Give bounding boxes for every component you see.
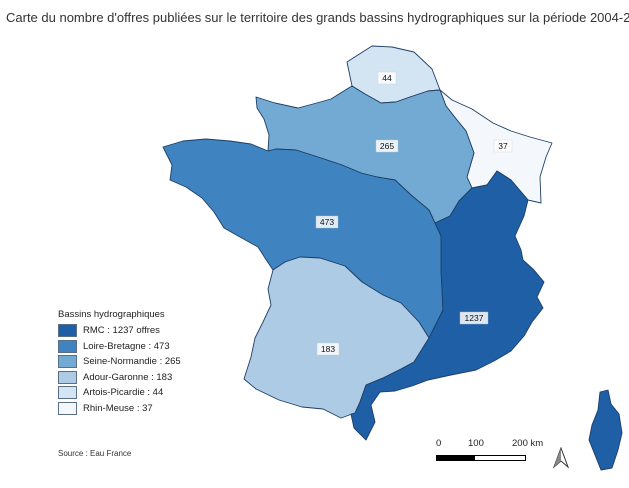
value-label-adour-garonne: 183 [316, 342, 340, 356]
scale-label-0: 0 [436, 438, 442, 449]
scale-segment-black [436, 455, 474, 461]
legend-item: RMC : 1237 offres [58, 323, 181, 339]
value-label-artois-picardie: 44 [377, 71, 397, 85]
north-arrow-icon [553, 447, 569, 469]
legend-label: Artois-Picardie : 44 [83, 387, 164, 399]
scale-bar: 0 100 200 km [436, 438, 556, 468]
basin-rmc [350, 170, 545, 441]
legend-item: Seine-Normandie : 265 [58, 354, 181, 370]
legend-swatch [58, 355, 77, 369]
svg-text:44: 44 [382, 73, 392, 83]
scale-label-200: 200 km [512, 438, 544, 449]
legend-item: Artois-Picardie : 44 [58, 385, 181, 401]
value-label-loire-bretagne: 473 [315, 215, 339, 229]
source-note: Source : Eau France [58, 449, 132, 458]
value-label-rmc: 1237 [459, 311, 489, 325]
legend-item: Loire-Bretagne : 473 [58, 339, 181, 355]
legend-swatch [58, 370, 77, 384]
legend: Bassins hydrographiques RMC : 1237 offre… [58, 309, 181, 416]
value-label-rhin-meuse: 37 [493, 139, 513, 153]
svg-text:265: 265 [380, 141, 394, 151]
map-title: Carte du nombre d'offres publiées sur le… [6, 10, 629, 25]
svg-text:37: 37 [498, 141, 508, 151]
legend-swatch [58, 339, 77, 353]
scale-segment-white [474, 455, 526, 461]
svg-text:1237: 1237 [465, 313, 484, 323]
legend-swatch [58, 401, 77, 415]
legend-label: Seine-Normandie : 265 [83, 356, 181, 368]
legend-item: Adour-Garonne : 183 [58, 370, 181, 386]
corsica-island [588, 389, 623, 471]
legend-label: Adour-Garonne : 183 [83, 371, 173, 383]
svg-text:473: 473 [320, 217, 334, 227]
svg-text:183: 183 [321, 344, 335, 354]
value-label-seine-normandie: 265 [375, 139, 399, 153]
legend-label: Rhin-Meuse : 37 [83, 402, 153, 414]
legend-swatch [58, 386, 77, 400]
legend-label: RMC : 1237 offres [83, 325, 160, 337]
legend-title: Bassins hydrographiques [58, 309, 165, 320]
scale-label-100: 100 [468, 438, 484, 449]
legend-item: Rhin-Meuse : 37 [58, 401, 181, 417]
legend-swatch [58, 324, 77, 338]
legend-label: Loire-Bretagne : 473 [83, 340, 170, 352]
